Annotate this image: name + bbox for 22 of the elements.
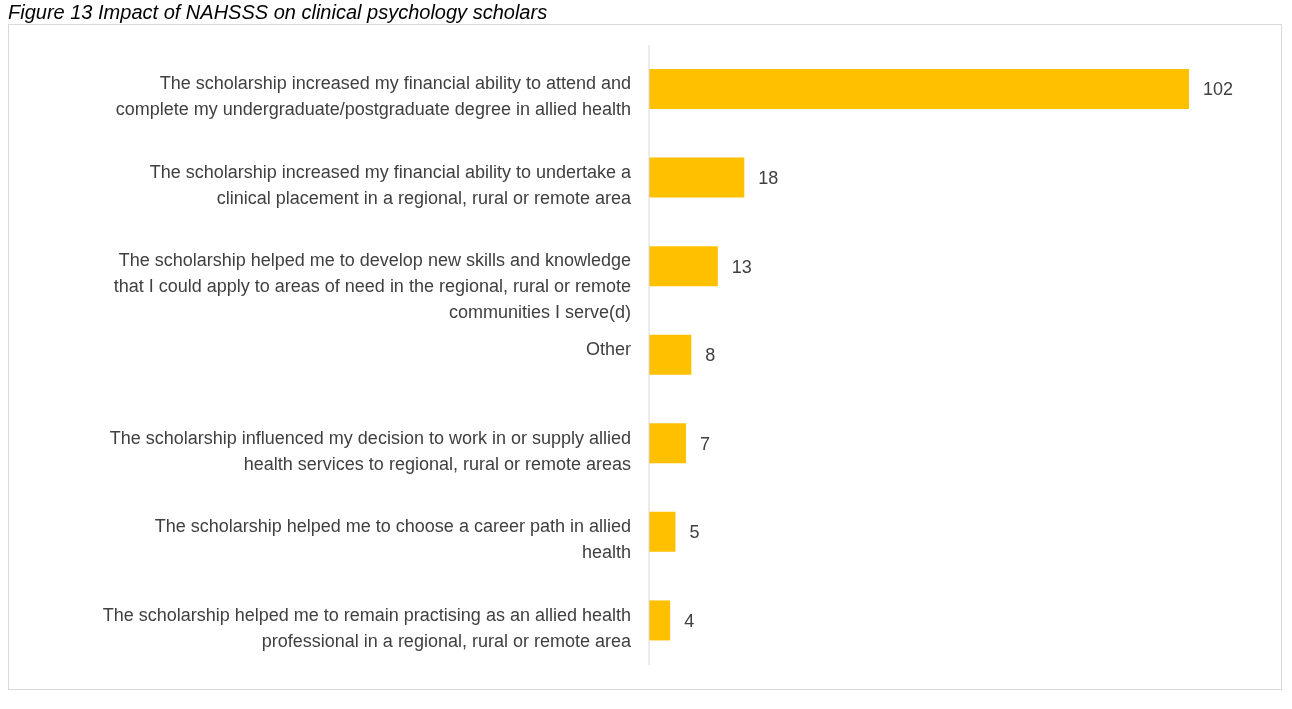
y-tick-label: The scholarship helped me to remain practising as an allied health professional in a regional, rural or remote area: [102, 604, 632, 651]
y-tick-label: The scholarship helped me to develop new skills and knowledge that I could apply to areas of need in the regional, rural or remote communities I serve(d): [113, 250, 631, 323]
bar: [649, 423, 687, 464]
data-label: 8: [705, 345, 716, 366]
bar: [649, 600, 671, 641]
bar: [649, 69, 1189, 109]
data-label: 102: [1203, 79, 1234, 100]
y-tick-label: The scholarship increased my financial ability to attend and complete my undergraduate/postgraduate degree in allied health: [115, 73, 631, 120]
data-label: 4: [684, 610, 695, 631]
data-label: 5: [689, 522, 700, 543]
bar: [649, 157, 745, 198]
data-label: 18: [758, 167, 779, 188]
y-tick-label: The scholarship influenced my decision to work in or supply allied health services to regional, rural or remote areas: [109, 427, 631, 474]
bar: [649, 246, 718, 287]
bar: [649, 334, 692, 375]
bar: [649, 511, 676, 552]
text: Figure 13 Impact of NAHSSS on clinical psychology scholars: [8, 1, 549, 23]
y-tick-label: Other: [585, 339, 631, 359]
y-tick-label: The scholarship increased my financial ability to undertake a clinical placement in a regional, rural or remote area: [149, 161, 632, 208]
data-label: 13: [731, 256, 752, 277]
y-tick-label: The scholarship helped me to choose a career path in allied health: [154, 516, 631, 563]
data-label: 7: [700, 433, 711, 454]
